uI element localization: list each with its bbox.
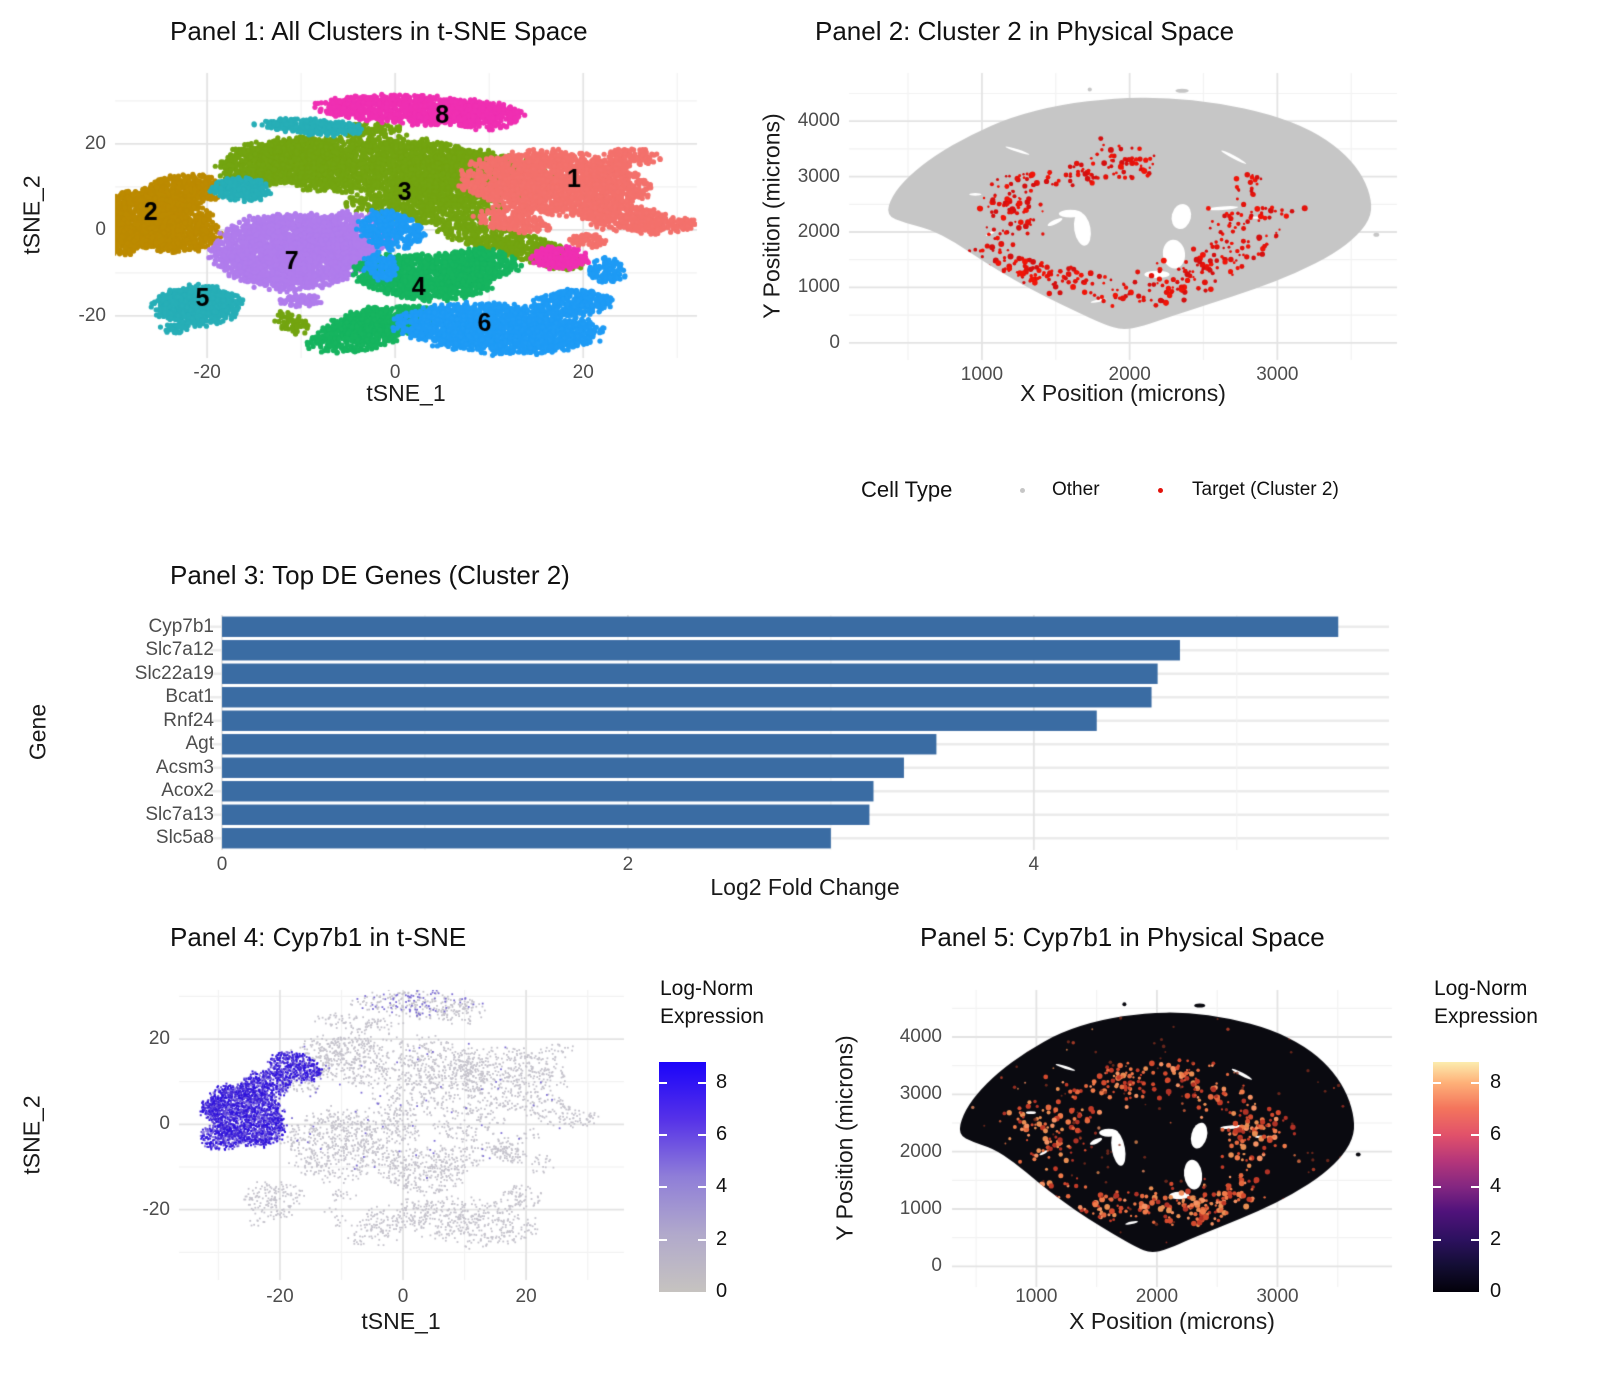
gene-tick-label: Slc5a8: [155, 827, 214, 849]
colorbar-tick-mark: [659, 1134, 667, 1137]
tick-label-y: 2000: [797, 221, 840, 242]
panel4-colorbar: [659, 1062, 706, 1292]
colorbar-tick-label: 4: [1490, 1175, 1502, 1198]
gene-tick-label: Acsm3: [155, 756, 214, 778]
colorbar-tick-label: 8: [1490, 1070, 1502, 1093]
panel1-y-axis-title: tSNE_2: [18, 175, 45, 255]
tick-label-x: 2: [622, 854, 634, 875]
panel4-y-axis-title: tSNE_2: [18, 1095, 45, 1175]
panel3-y-axis-title: Gene: [24, 703, 51, 761]
gene-tick-label: Slc7a13: [145, 803, 214, 825]
panel5-colorbar-title-line1: Log-Norm: [1434, 977, 1528, 1000]
tick-label-x: 4: [1028, 854, 1040, 875]
colorbar-tick-mark: [1433, 1081, 1441, 1084]
panel5-colorbar-title-line2: Expression: [1434, 1005, 1538, 1028]
legend-title: Cell Type: [861, 477, 953, 502]
gene-tick-label: Rnf24: [163, 709, 214, 731]
legend-other-dot: [1020, 488, 1025, 493]
tick-label-x: 0: [389, 362, 401, 383]
tick-label-x: 20: [515, 1286, 537, 1307]
colorbar-tick-label: 2: [716, 1227, 728, 1250]
colorbar-tick-mark: [1433, 1238, 1441, 1241]
gene-tick-label: Bcat1: [165, 686, 214, 708]
panel1-title: Panel 1: All Clusters in t-SNE Space: [170, 16, 588, 46]
gene-tick-label: Cyp7b1: [148, 615, 215, 637]
tick-label-y: 0: [95, 218, 106, 240]
colorbar-tick-mark: [698, 1134, 706, 1137]
gene-tick-label: Slc7a12: [145, 639, 214, 661]
colorbar-tick-label: 4: [716, 1175, 728, 1198]
tick-label-y: 4000: [797, 110, 840, 132]
colorbar-tick-mark: [698, 1081, 706, 1084]
colorbar-tick-label: 0: [716, 1280, 728, 1302]
colorbar-tick-label: 6: [1490, 1123, 1502, 1146]
tick-label-y: 0: [159, 1113, 170, 1135]
tick-label-x: 0: [216, 854, 228, 875]
tick-label-y: 0: [931, 1255, 942, 1277]
colorbar-tick-label: 6: [716, 1123, 728, 1146]
panel4-title: Panel 4: Cyp7b1 in t-SNE: [170, 922, 467, 952]
panel4-colorbar-title-line1: Log-Norm: [660, 977, 754, 1000]
colorbar-tick-mark: [1433, 1186, 1441, 1189]
colorbar-tick-mark: [659, 1081, 667, 1084]
tick-label-y: 3000: [797, 165, 840, 187]
panel5-title: Panel 5: Cyp7b1 in Physical Space: [920, 922, 1325, 952]
panel4-colorbar-title-line2: Expression: [660, 1005, 764, 1028]
tick-label-x: 1000: [960, 364, 1004, 385]
tick-label-x: 2000: [1108, 364, 1151, 385]
legend-target-dot: [1158, 488, 1163, 493]
tick-label-y: 20: [148, 1028, 170, 1050]
tick-label-y: 1000: [797, 276, 840, 298]
tick-label-x: 0: [397, 1286, 409, 1307]
tick-label-x: 3000: [1256, 1286, 1299, 1307]
tick-label-y: 3000: [899, 1083, 942, 1105]
colorbar-tick-mark: [698, 1238, 706, 1241]
panel5-y-axis-title: Y Position (microns): [831, 1035, 858, 1241]
tick-label-y: 2000: [899, 1140, 942, 1162]
tick-label-y: -20: [142, 1198, 170, 1220]
tick-label-y: 1000: [899, 1198, 942, 1220]
colorbar-tick-mark: [659, 1238, 667, 1241]
panel4-x-axis-title: tSNE_1: [361, 1308, 441, 1334]
gene-tick-label: Agt: [185, 733, 214, 755]
colorbar-tick-label: 8: [716, 1070, 728, 1093]
colorbar-tick-mark: [1471, 1238, 1479, 1241]
tick-label-x: 2000: [1135, 1286, 1179, 1307]
panel3-title: Panel 3: Top DE Genes (Cluster 2): [170, 560, 570, 590]
panel5-x-axis-title: X Position (microns): [1069, 1308, 1275, 1334]
colorbar-tick-label: 2: [1490, 1227, 1502, 1250]
gene-tick-label: Acox2: [161, 780, 214, 802]
tick-label-x: 3000: [1256, 364, 1299, 385]
panel5-colorbar-title: Log-Norm Expression: [1434, 975, 1538, 1031]
colorbar-tick-mark: [1471, 1081, 1479, 1084]
colorbar-tick-mark: [1433, 1134, 1441, 1137]
tick-label-x: 1000: [1015, 1286, 1058, 1307]
colorbar-tick-mark: [1471, 1134, 1479, 1137]
panel3-x-axis-title: Log2 Fold Change: [710, 874, 900, 900]
panel2-title: Panel 2: Cluster 2 in Physical Space: [815, 16, 1235, 46]
gene-tick-label: Slc22a19: [134, 662, 214, 684]
tick-label-y: 0: [829, 331, 840, 353]
tick-label-y: 4000: [899, 1026, 942, 1047]
tick-label-x: -20: [266, 1286, 294, 1307]
tick-label-y: -20: [78, 304, 106, 326]
legend-item-target: Target (Cluster 2): [1192, 479, 1339, 500]
legend-item-other: Other: [1052, 479, 1100, 500]
panel4-colorbar-title: Log-Norm Expression: [660, 975, 764, 1031]
tick-label-x: -20: [193, 362, 221, 383]
colorbar-tick-label: 0: [1490, 1280, 1502, 1302]
colorbar-tick-mark: [698, 1186, 706, 1189]
panel1-x-axis-title: tSNE_1: [366, 380, 446, 406]
tick-label-x: 20: [572, 362, 594, 383]
tick-label-y: 20: [84, 132, 106, 154]
colorbar-tick-mark: [1471, 1186, 1479, 1189]
colorbar-tick-mark: [659, 1186, 667, 1189]
panel2-x-axis-title: X Position (microns): [1020, 380, 1226, 406]
panel5-colorbar: [1433, 1062, 1479, 1292]
